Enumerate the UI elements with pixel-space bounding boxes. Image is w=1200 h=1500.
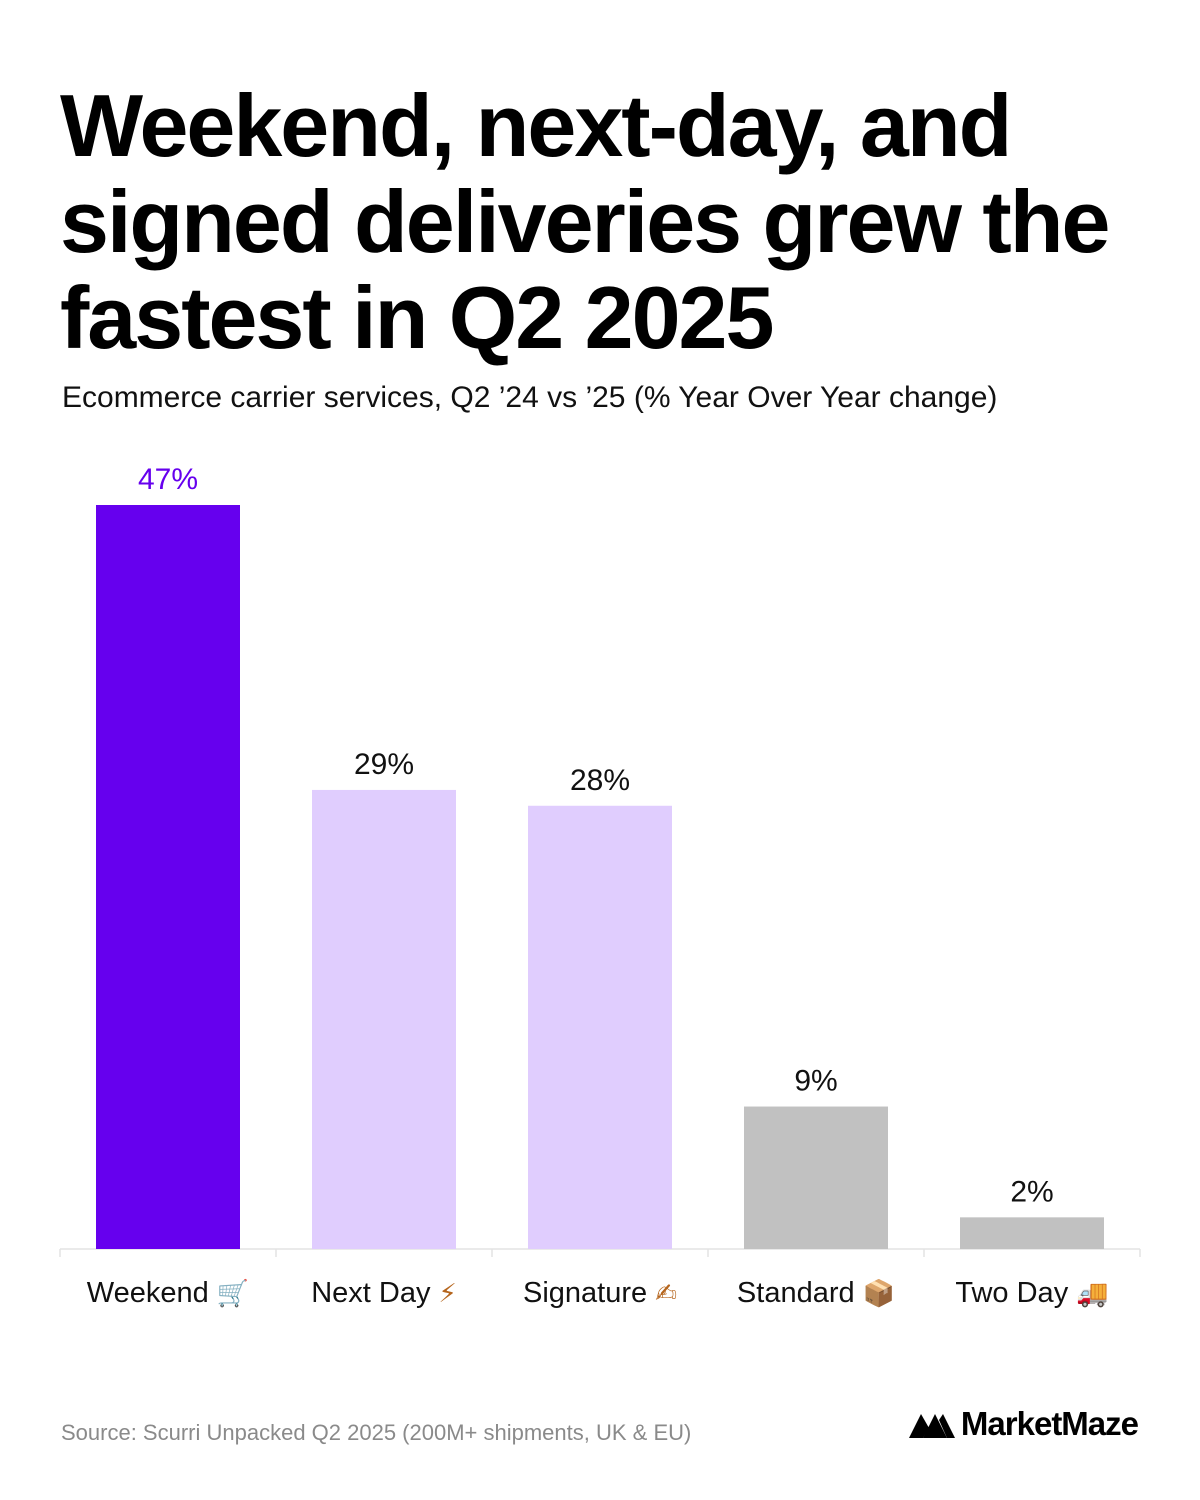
category-label: Weekend 🛒 xyxy=(87,1277,249,1309)
data-label: 47% xyxy=(138,463,198,496)
bar-standard xyxy=(744,1106,888,1249)
bar-two-day xyxy=(960,1217,1104,1249)
page-title: Weekend, next-day, and signed deliveries… xyxy=(60,76,1110,367)
data-label: 2% xyxy=(1010,1175,1053,1208)
category-label: Signature ✍ xyxy=(523,1277,677,1309)
category-label: Two Day 🚚 xyxy=(955,1277,1108,1309)
bar-weekend xyxy=(96,505,240,1249)
bar-signature xyxy=(528,805,672,1249)
source-note: Source: Scurri Unpacked Q2 2025 (200M+ s… xyxy=(61,1420,692,1445)
bar-next-day xyxy=(312,789,456,1249)
brand-logo: MarketMaze xyxy=(908,1402,1139,1446)
data-label: 28% xyxy=(570,764,630,797)
chart-subtitle: Ecommerce carrier services, Q2 ’24 vs ’2… xyxy=(62,381,998,414)
brand-name: MarketMaze xyxy=(960,1405,1139,1442)
category-label: Next Day ⚡ xyxy=(311,1277,457,1309)
data-label: 29% xyxy=(354,748,414,781)
category-label: Standard 📦 xyxy=(737,1277,895,1309)
marketmaze-logo-icon xyxy=(908,1414,955,1438)
data-label: 9% xyxy=(794,1065,837,1098)
